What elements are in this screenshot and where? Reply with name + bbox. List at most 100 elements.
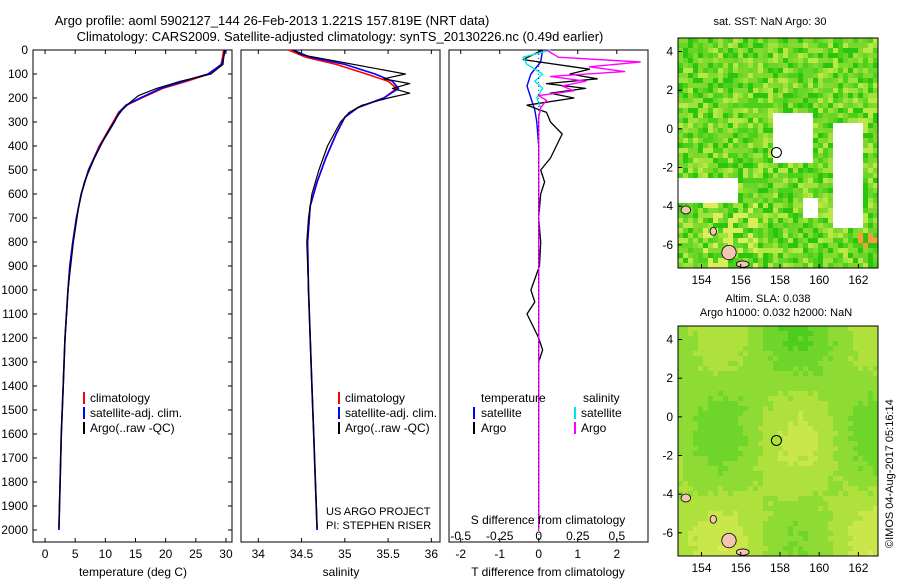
- map-cell: [733, 223, 739, 229]
- map-cell: [788, 48, 794, 54]
- map-cell: [703, 83, 709, 89]
- map-cell: [783, 158, 789, 164]
- map-cell: [738, 133, 744, 139]
- map-cell: [768, 516, 774, 522]
- map-cell: [793, 93, 799, 99]
- map-cell: [718, 336, 724, 342]
- map-cell: [693, 118, 699, 124]
- legend-t-argo-label: Argo: [481, 421, 507, 435]
- map-y-tick-label: -4: [662, 487, 673, 501]
- map-cell: [803, 546, 809, 552]
- map-cell: [783, 361, 789, 367]
- map-cell: [793, 341, 799, 347]
- map-cell: [753, 133, 759, 139]
- map-cell: [868, 411, 874, 417]
- map-cell: [693, 83, 699, 89]
- map-cell: [783, 63, 789, 69]
- map-cell: [838, 263, 844, 269]
- map-cell: [788, 103, 794, 109]
- map-cell: [708, 406, 714, 412]
- map-cell: [828, 188, 834, 194]
- map-cell: [863, 381, 869, 387]
- map-cell: [823, 496, 829, 502]
- map-cell: [843, 223, 849, 229]
- map-cell: [738, 501, 744, 507]
- map-cell: [728, 38, 734, 44]
- map-cell: [813, 486, 819, 492]
- map-cell: [773, 351, 779, 357]
- map-cell: [858, 138, 864, 144]
- legend-satellite-adj-label: satellite-adj. clim.: [90, 406, 182, 420]
- map-cell: [723, 143, 729, 149]
- map-cell: [798, 406, 804, 412]
- map-cell: [768, 38, 774, 44]
- map-cell: [723, 446, 729, 452]
- map-cell: [803, 178, 809, 184]
- map-cell: [723, 526, 729, 532]
- map-cell: [823, 411, 829, 417]
- map-cell: [838, 496, 844, 502]
- map-cell: [768, 203, 774, 209]
- map-cell: [688, 198, 694, 204]
- map-cell: [783, 253, 789, 259]
- map-cell: [833, 441, 839, 447]
- map-cell: [773, 511, 779, 517]
- map-cell: [838, 238, 844, 244]
- map-cell: [733, 173, 739, 179]
- map-cell: [823, 223, 829, 229]
- map-cell: [868, 73, 874, 79]
- map-cell: [833, 516, 839, 522]
- depth-tick-label: 500: [8, 163, 28, 177]
- map-cell: [688, 326, 694, 332]
- map-cell: [828, 481, 834, 487]
- map-x-tick-label: 162: [848, 273, 868, 287]
- map-cell: [763, 436, 769, 442]
- map-cell: [748, 406, 754, 412]
- map-cell: [838, 118, 844, 124]
- map-cell: [858, 341, 864, 347]
- map-cell: [778, 531, 784, 537]
- map-cell: [723, 471, 729, 477]
- map-cell: [708, 198, 714, 204]
- map-cell: [748, 411, 754, 417]
- map-cell: [873, 158, 879, 164]
- map-cell: [698, 541, 704, 547]
- map-cell: [683, 426, 689, 432]
- map-cell: [818, 253, 824, 259]
- map-cell: [783, 213, 789, 219]
- map-cell: [788, 148, 794, 154]
- map-cell: [678, 411, 684, 417]
- map-cell: [793, 531, 799, 537]
- x-tick-label: 2: [613, 547, 620, 561]
- map-cell: [863, 198, 869, 204]
- map-cell: [833, 381, 839, 387]
- map-cell: [718, 441, 724, 447]
- map-cell: [733, 406, 739, 412]
- map-cell: [868, 78, 874, 84]
- map-cell: [783, 336, 789, 342]
- map-cell: [848, 228, 854, 234]
- map-cell: [743, 58, 749, 64]
- map-cell: [758, 516, 764, 522]
- map-cell: [858, 133, 864, 139]
- map-cell: [843, 103, 849, 109]
- map-cell: [688, 381, 694, 387]
- map-cell: [823, 78, 829, 84]
- map-cell: [723, 441, 729, 447]
- map-cell: [708, 163, 714, 169]
- map-cell: [863, 476, 869, 482]
- map-cell: [733, 436, 739, 442]
- map-cell: [818, 118, 824, 124]
- map-cell: [748, 371, 754, 377]
- map-cell: [728, 466, 734, 472]
- map-cell: [773, 233, 779, 239]
- map-cell: [753, 148, 759, 154]
- map-cell: [803, 238, 809, 244]
- map-cell: [753, 511, 759, 517]
- map-cell: [763, 491, 769, 497]
- map-cell: [698, 253, 704, 259]
- map-cell: [848, 103, 854, 109]
- map-cell: [828, 203, 834, 209]
- map-cell: [743, 436, 749, 442]
- map-cell: [748, 58, 754, 64]
